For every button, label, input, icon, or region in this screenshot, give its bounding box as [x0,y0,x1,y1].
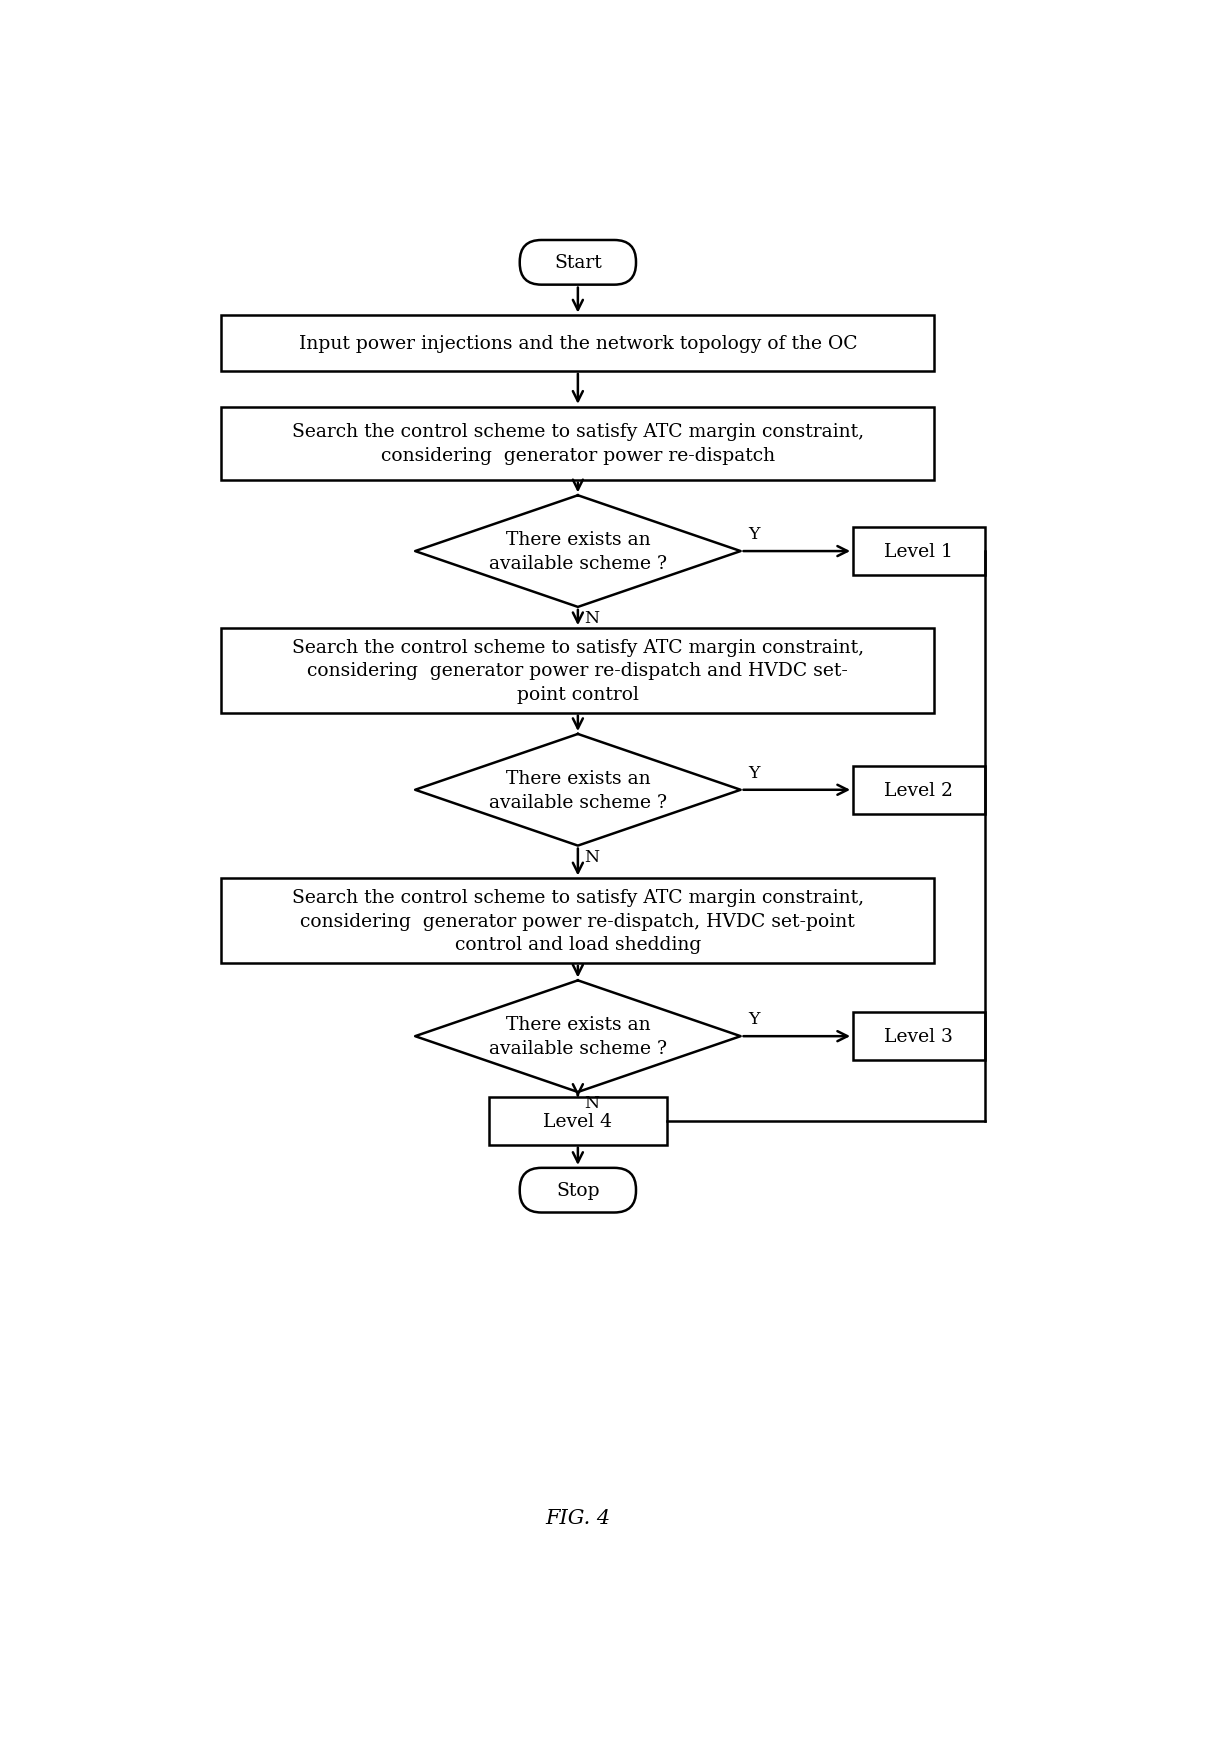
Text: N: N [585,610,599,627]
Bar [853,1012,985,1061]
Text: N: N [585,1095,599,1112]
Text: Y: Y [748,1010,759,1028]
Text: Y: Y [748,764,759,782]
Text: Level 4: Level 4 [543,1112,613,1130]
Bar [222,408,934,481]
Text: There exists an
available scheme ?: There exists an available scheme ? [489,1016,667,1058]
FancyBboxPatch shape [519,241,636,285]
Polygon shape [415,980,741,1093]
Text: Search the control scheme to satisfy ATC margin constraint,
considering  generat: Search the control scheme to satisfy ATC… [292,889,864,954]
Polygon shape [415,495,741,608]
Text: Search the control scheme to satisfy ATC margin constraint,
considering  generat: Search the control scheme to satisfy ATC… [292,423,864,466]
Bar [222,878,934,963]
Text: There exists an
available scheme ?: There exists an available scheme ? [489,770,667,812]
Text: Start: Start [554,255,602,272]
Text: FIG. 4: FIG. 4 [546,1508,610,1527]
Text: Level 2: Level 2 [884,782,953,799]
Bar [222,629,934,713]
Bar [853,527,985,576]
Text: Level 1: Level 1 [884,543,953,560]
Bar [222,316,934,372]
Text: Search the control scheme to satisfy ATC margin constraint,
considering  generat: Search the control scheme to satisfy ATC… [292,638,864,703]
FancyBboxPatch shape [519,1168,636,1212]
Bar [853,766,985,813]
Text: Input power injections and the network topology of the OC: Input power injections and the network t… [298,336,858,353]
Text: Stop: Stop [556,1181,599,1200]
Polygon shape [415,734,741,847]
Text: Y: Y [748,525,759,543]
Text: Level 3: Level 3 [884,1028,953,1045]
Text: There exists an
available scheme ?: There exists an available scheme ? [489,531,667,573]
Text: N: N [585,849,599,866]
Bar [489,1098,667,1146]
